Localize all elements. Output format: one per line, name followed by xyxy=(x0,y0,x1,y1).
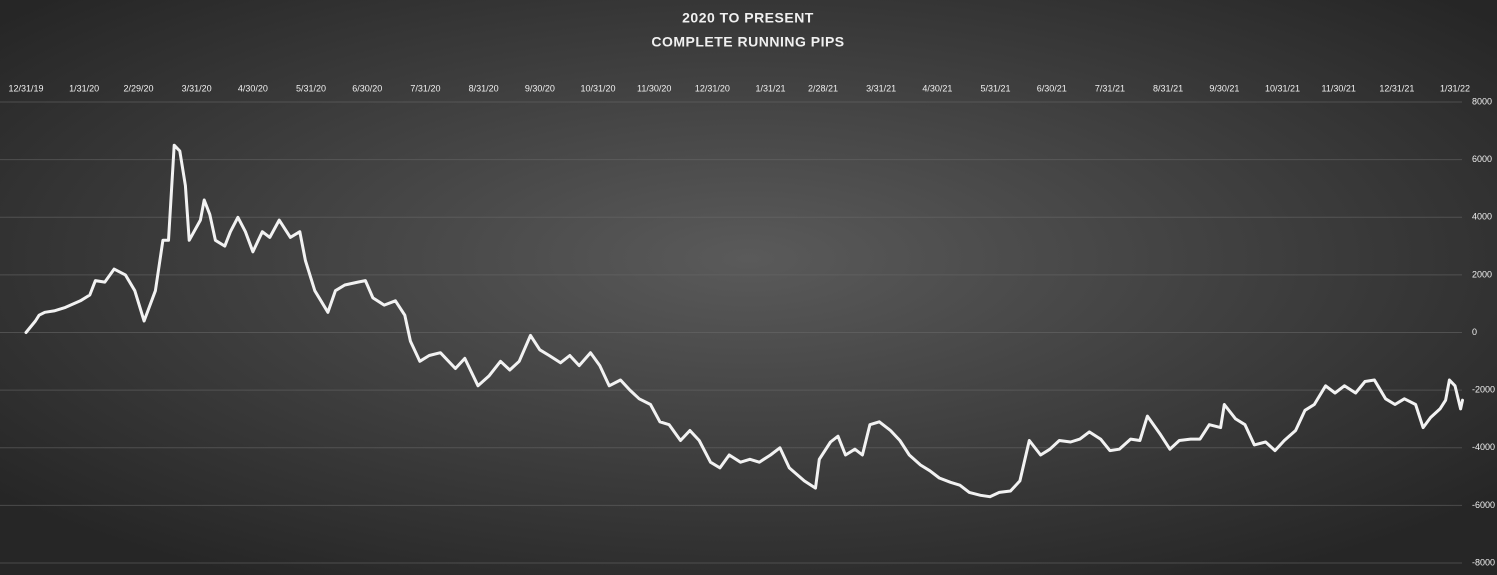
x-tick-label: 3/31/21 xyxy=(866,83,896,93)
x-tick-label: 7/31/21 xyxy=(1095,83,1125,93)
x-tick-label: 12/31/20 xyxy=(695,83,730,93)
x-tick-label: 10/31/21 xyxy=(1265,83,1300,93)
y-tick-label: 8000 xyxy=(1472,96,1492,106)
y-tick-label: -2000 xyxy=(1472,385,1495,395)
x-tick-label: 8/31/21 xyxy=(1153,83,1183,93)
x-tick-label: 10/31/20 xyxy=(580,83,615,93)
x-tick-label: 4/30/20 xyxy=(238,83,268,93)
x-tick-label: 6/30/21 xyxy=(1037,83,1067,93)
x-tick-label: 7/31/20 xyxy=(410,83,440,93)
y-tick-label: -4000 xyxy=(1472,442,1495,452)
y-tick-label: -8000 xyxy=(1472,557,1495,567)
x-tick-label: 9/30/21 xyxy=(1209,83,1239,93)
x-tick-label: 1/31/22 xyxy=(1440,83,1470,93)
x-tick-label: 5/31/21 xyxy=(981,83,1011,93)
x-tick-label: 12/31/19 xyxy=(8,83,43,93)
chart-subtitle: COMPLETE RUNNING PIPS xyxy=(651,34,844,50)
y-tick-label: 4000 xyxy=(1472,212,1492,222)
x-tick-label: 2/28/21 xyxy=(808,83,838,93)
x-tick-label: 9/30/20 xyxy=(525,83,555,93)
chart-title: 2020 TO PRESENT xyxy=(682,10,814,26)
y-tick-label: -6000 xyxy=(1472,500,1495,510)
x-tick-label: 8/31/20 xyxy=(469,83,499,93)
x-tick-label: 2/29/20 xyxy=(124,83,154,93)
y-tick-label: 2000 xyxy=(1472,269,1492,279)
x-tick-label: 12/31/21 xyxy=(1379,83,1414,93)
y-tick-label: 6000 xyxy=(1472,154,1492,164)
x-tick-label: 1/31/21 xyxy=(755,83,785,93)
x-tick-label: 1/31/20 xyxy=(69,83,99,93)
data-line xyxy=(24,143,1464,499)
x-tick-label: 3/31/20 xyxy=(182,83,212,93)
x-tick-label: 5/31/20 xyxy=(296,83,326,93)
x-tick-label: 6/30/20 xyxy=(352,83,382,93)
x-tick-label: 11/30/21 xyxy=(1322,83,1356,93)
x-tick-label: 4/30/21 xyxy=(922,83,952,93)
y-tick-label: 0 xyxy=(1472,327,1477,337)
x-tick-label: 11/30/20 xyxy=(637,83,671,93)
